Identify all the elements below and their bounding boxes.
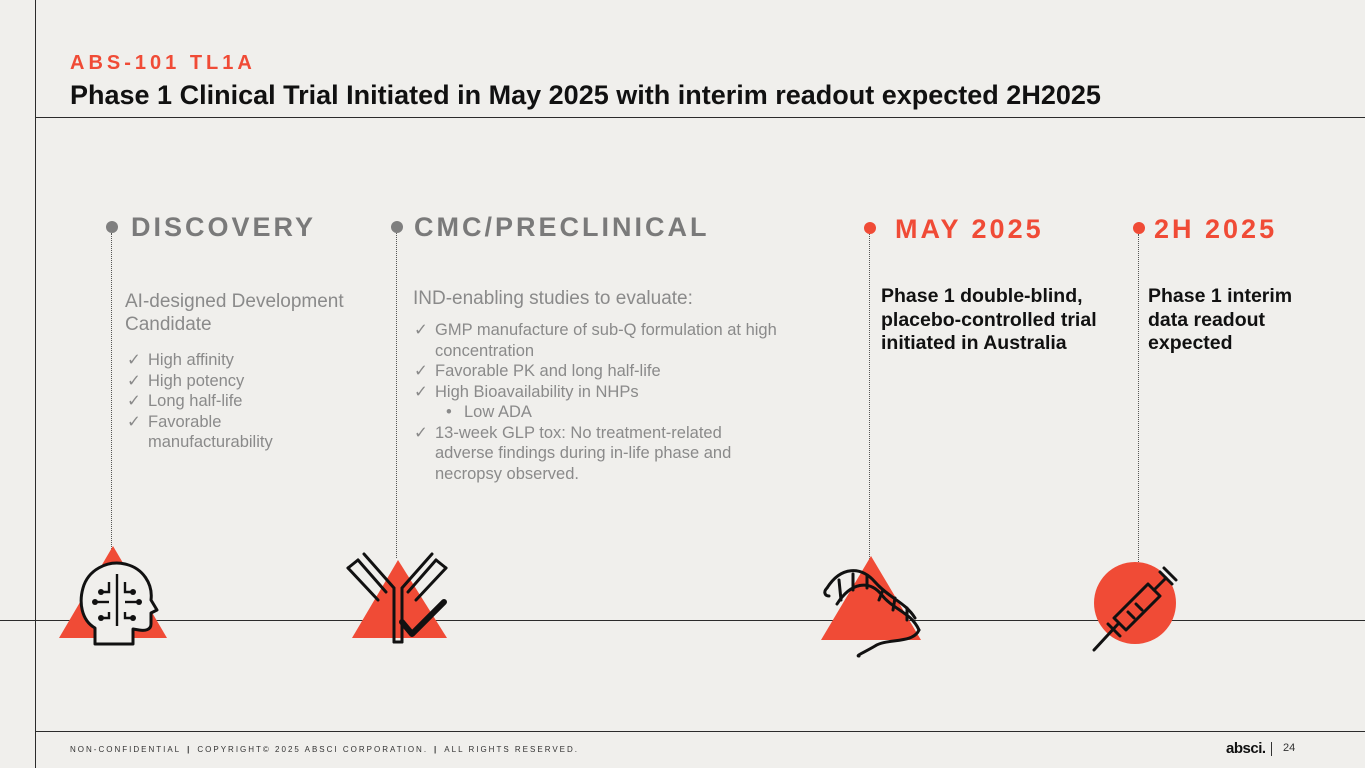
dna-strand-icon xyxy=(821,556,921,658)
absci-logo: absci. xyxy=(1226,740,1266,757)
discovery-label: DISCOVERY xyxy=(131,212,317,242)
footer-divider xyxy=(35,731,1365,732)
list-item: ✓ High affinity xyxy=(127,351,234,369)
page-number: 24 xyxy=(1283,742,1296,754)
may2025-description: Phase 1 double-blind, placebo-controlled… xyxy=(881,285,1097,354)
list-item: • Low ADA xyxy=(446,403,532,421)
discovery-connector xyxy=(111,233,112,563)
list-item: ✓ GMP manufacture of sub-Q formulation at… xyxy=(414,321,777,360)
footer-confidential: NON-CONFIDENTIAL xyxy=(70,745,182,754)
page-divider xyxy=(1271,742,1272,756)
cmc-list: ✓ GMP manufacture of sub-Q formulation at… xyxy=(414,320,784,484)
antibody-check-icon xyxy=(346,552,448,644)
list-item: ✓ Favorable PK and long half-life xyxy=(414,362,661,380)
header-divider xyxy=(35,117,1365,118)
page-title: Phase 1 Clinical Trial Initiated in May … xyxy=(70,80,1101,110)
frame-left-line xyxy=(35,0,36,768)
may2025-dot xyxy=(864,222,876,234)
timeline-axis xyxy=(0,620,1365,621)
may2025-label: MAY 2025 xyxy=(895,214,1044,244)
cmc-connector xyxy=(396,233,397,558)
h2-2025-connector xyxy=(1138,234,1139,564)
footer-copyright: COPYRIGHT© 2025 ABSCI CORPORATION. xyxy=(197,745,429,754)
h2-2025-label: 2H 2025 xyxy=(1154,214,1278,244)
syringe-icon xyxy=(1092,562,1178,652)
list-item: ✓ Favorable manufacturability xyxy=(127,412,273,452)
h2-2025-dot xyxy=(1133,222,1145,234)
discovery-list: ✓ High affinity ✓ High potency ✓ Long half-… xyxy=(127,350,327,453)
footer-legal: NON-CONFIDENTIAL | COPYRIGHT© 2025 ABSCI C… xyxy=(70,745,579,754)
footer-rights: ALL RIGHTS RESERVED. xyxy=(444,745,579,754)
discovery-dot xyxy=(106,221,118,233)
discovery-subhead: AI-designed Development Candidate xyxy=(125,291,344,335)
list-item: ✓ High potency xyxy=(127,371,245,390)
list-item: ✓ 13-week GLP tox: No treatment-related a… xyxy=(414,423,732,483)
eyebrow-label: ABS-101 TL1A xyxy=(70,52,256,74)
may2025-connector xyxy=(869,234,870,559)
h2-2025-description: Phase 1 interim data readout expected xyxy=(1148,285,1293,354)
cmc-label: CMC/PRECLINICAL xyxy=(414,212,710,242)
ai-head-icon xyxy=(59,546,167,646)
list-item: ✓ Long half-life xyxy=(127,392,243,410)
cmc-subhead: IND-enabling studies to evaluate: xyxy=(413,288,693,309)
list-item: ✓ High Bioavailability in NHPs xyxy=(414,382,639,401)
cmc-dot xyxy=(391,221,403,233)
